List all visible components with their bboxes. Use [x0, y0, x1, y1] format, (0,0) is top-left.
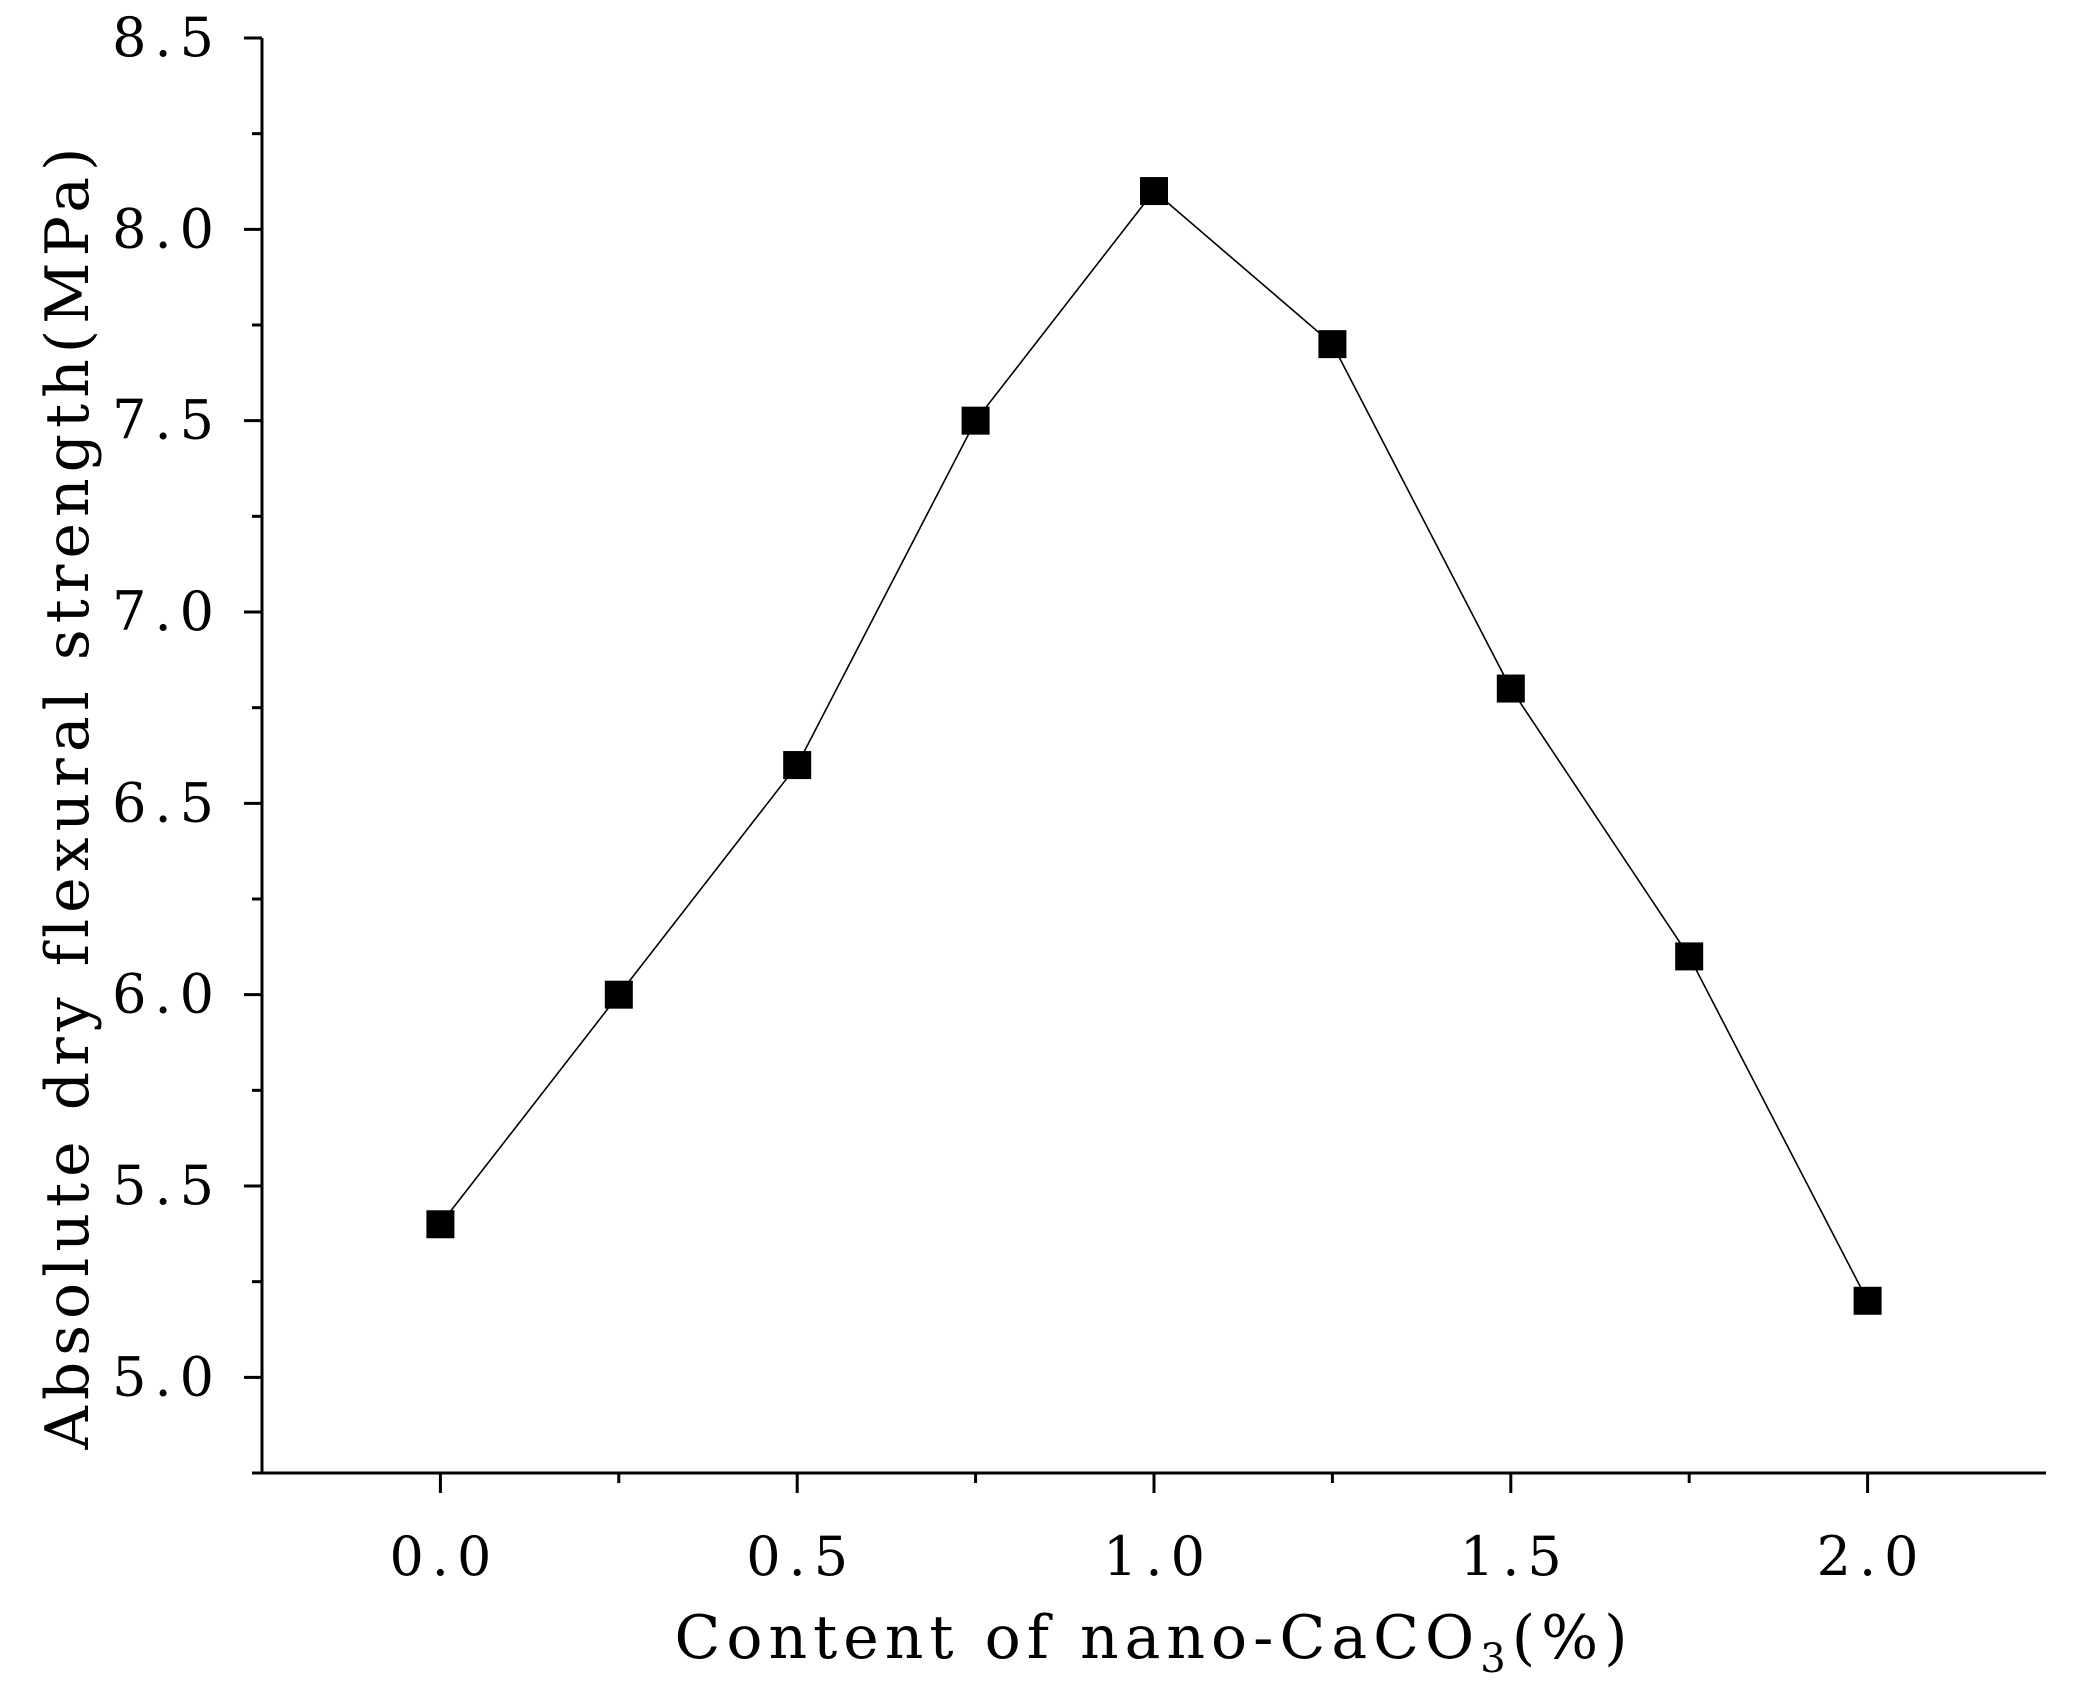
tick-labels: 5.0 5.5 6.0 6.5 7.0 7.5 8.0 8.5 0.0 0.5 1.0 1.5 2.0 — [112, 6, 1927, 1588]
x-tick-label: 1.0 — [1103, 1525, 1213, 1588]
data-point — [426, 1210, 455, 1239]
y-tick-label: 6.5 — [112, 771, 222, 834]
data-point — [1675, 942, 1704, 971]
y-tick-label: 7.5 — [112, 389, 222, 452]
y-tick-label: 8.0 — [112, 197, 222, 260]
x-tick-label: 2.0 — [1817, 1525, 1927, 1588]
y-tick-label: 5.0 — [112, 1345, 222, 1408]
data-point — [783, 751, 812, 780]
x-tick-label: 0.5 — [746, 1525, 856, 1588]
data-point — [604, 980, 633, 1009]
series-layer — [426, 177, 1882, 1315]
x-axis-title: Content of nano-CaCO3(%) — [674, 1603, 1633, 1682]
tick-marks — [244, 36, 1870, 1493]
data-point — [1496, 674, 1525, 703]
data-point — [1853, 1286, 1882, 1315]
x-tick-label: 1.5 — [1460, 1525, 1570, 1588]
y-tick-label: 8.5 — [112, 6, 222, 69]
data-point — [1140, 177, 1168, 206]
axes — [260, 38, 2046, 1475]
data-point — [1318, 330, 1347, 359]
y-tick-label: 5.5 — [112, 1154, 222, 1217]
y-tick-label: 6.0 — [112, 963, 222, 1026]
y-axis-title: Absolute dry flexural strength(MPa) — [33, 142, 103, 1451]
y-tick-label: 7.0 — [112, 580, 222, 643]
data-point — [961, 406, 990, 435]
series-line — [439, 189, 1869, 1302]
x-tick-label: 0.0 — [389, 1525, 499, 1588]
